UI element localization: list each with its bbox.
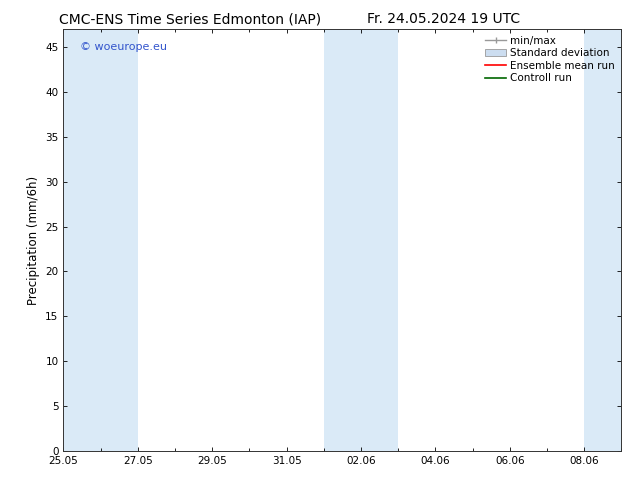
Y-axis label: Precipitation (mm/6h): Precipitation (mm/6h) xyxy=(27,175,40,305)
Text: Fr. 24.05.2024 19 UTC: Fr. 24.05.2024 19 UTC xyxy=(367,12,521,26)
Bar xyxy=(584,29,621,451)
Bar xyxy=(63,29,138,451)
Bar xyxy=(324,29,398,451)
Text: © woeurope.eu: © woeurope.eu xyxy=(80,42,167,52)
Text: CMC-ENS Time Series Edmonton (IAP): CMC-ENS Time Series Edmonton (IAP) xyxy=(59,12,321,26)
Legend: min/max, Standard deviation, Ensemble mean run, Controll run: min/max, Standard deviation, Ensemble me… xyxy=(482,32,618,87)
